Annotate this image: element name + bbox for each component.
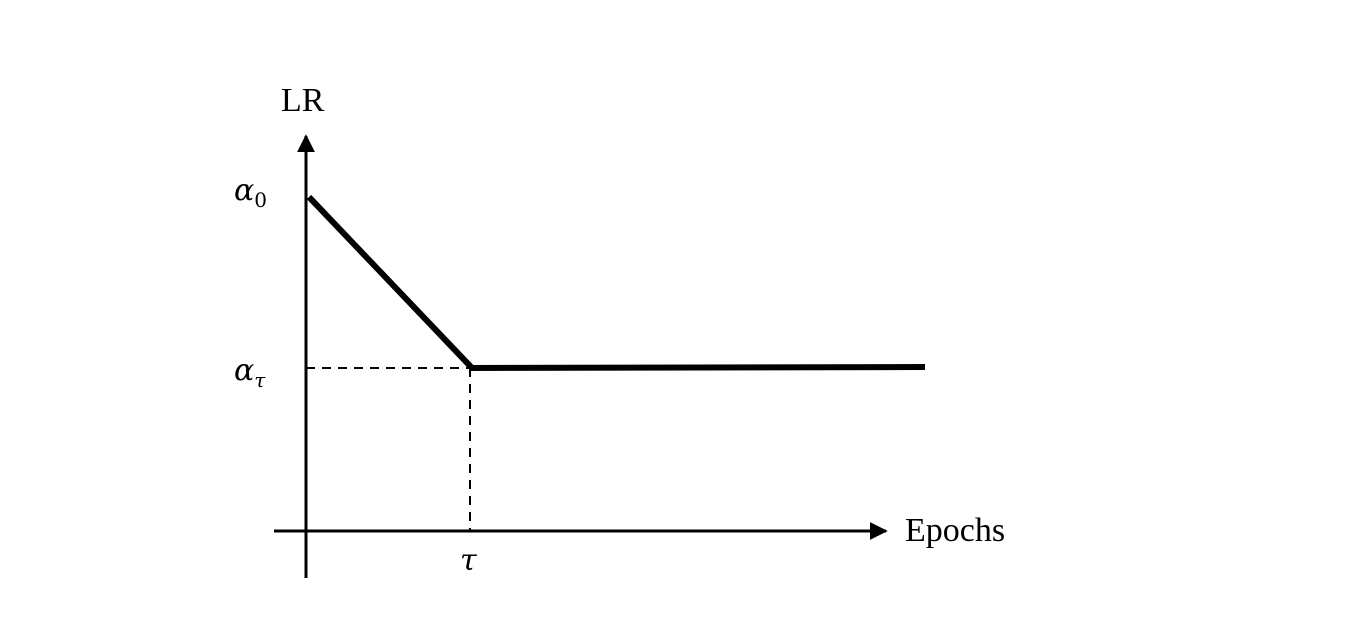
x-axis-label: Epochs: [905, 512, 1005, 549]
y-axis-label: LR: [281, 82, 325, 119]
alpha-0-subscript: 0: [254, 188, 267, 212]
decay-segment: [306, 194, 475, 371]
constant-segment: [468, 364, 926, 371]
alpha-tau-label: ατ: [234, 353, 266, 392]
tau-label: τ: [460, 543, 477, 578]
alpha-0-base: α: [234, 173, 254, 208]
alpha-tau-subscript: τ: [254, 368, 266, 392]
alpha-0-label: α0: [234, 173, 267, 212]
alpha-tau-base: α: [234, 353, 254, 388]
